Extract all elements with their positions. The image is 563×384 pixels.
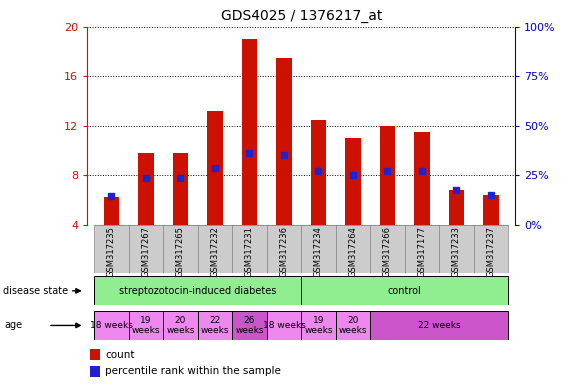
- Bar: [379, 126, 395, 225]
- Text: age: age: [5, 320, 23, 331]
- Text: 19
weeks: 19 weeks: [132, 316, 160, 335]
- Bar: [267, 225, 301, 273]
- Title: GDS4025 / 1376217_at: GDS4025 / 1376217_at: [221, 9, 382, 23]
- Text: GSM317233: GSM317233: [452, 226, 461, 277]
- Text: count: count: [105, 349, 135, 359]
- Text: 22
weeks: 22 weeks: [200, 316, 229, 335]
- Bar: [94, 225, 129, 273]
- Bar: [163, 225, 198, 273]
- Text: control: control: [388, 286, 422, 296]
- Text: GSM317235: GSM317235: [107, 226, 116, 277]
- Bar: [449, 190, 464, 225]
- Text: GSM317231: GSM317231: [245, 226, 254, 277]
- Bar: [311, 119, 326, 225]
- Bar: [207, 111, 223, 225]
- Text: GSM317265: GSM317265: [176, 226, 185, 277]
- Bar: [94, 311, 129, 340]
- Bar: [104, 197, 119, 225]
- Bar: [336, 311, 370, 340]
- Text: GSM317234: GSM317234: [314, 226, 323, 277]
- Text: GSM317266: GSM317266: [383, 226, 392, 277]
- Bar: [405, 225, 439, 273]
- Bar: [483, 195, 499, 225]
- Text: GSM317264: GSM317264: [348, 226, 358, 277]
- Bar: [301, 311, 336, 340]
- Text: GSM317232: GSM317232: [211, 226, 220, 277]
- Bar: [301, 225, 336, 273]
- Bar: [345, 138, 361, 225]
- Text: 26
weeks: 26 weeks: [235, 316, 263, 335]
- Bar: [439, 225, 473, 273]
- Bar: [473, 225, 508, 273]
- Text: GSM317236: GSM317236: [279, 226, 288, 277]
- Bar: [370, 225, 405, 273]
- Text: GSM317237: GSM317237: [486, 226, 495, 277]
- Bar: [198, 225, 232, 273]
- Bar: [129, 225, 163, 273]
- Text: 20
weeks: 20 weeks: [166, 316, 195, 335]
- Bar: [370, 311, 508, 340]
- Text: 18 weeks: 18 weeks: [262, 321, 305, 330]
- Bar: [94, 276, 301, 305]
- Bar: [242, 39, 257, 225]
- Bar: [163, 311, 198, 340]
- Text: 20
weeks: 20 weeks: [339, 316, 367, 335]
- Bar: [267, 311, 301, 340]
- Bar: [276, 58, 292, 225]
- Bar: [232, 311, 267, 340]
- Text: percentile rank within the sample: percentile rank within the sample: [105, 366, 281, 376]
- Bar: [138, 153, 154, 225]
- Bar: [198, 311, 232, 340]
- Bar: [232, 225, 267, 273]
- Bar: [173, 153, 188, 225]
- Bar: [336, 225, 370, 273]
- Bar: [129, 311, 163, 340]
- Text: 22 weeks: 22 weeks: [418, 321, 461, 330]
- Text: GSM317177: GSM317177: [418, 226, 427, 277]
- Bar: [90, 366, 100, 377]
- Bar: [301, 276, 508, 305]
- Text: streptozotocin-induced diabetes: streptozotocin-induced diabetes: [119, 286, 276, 296]
- Text: 19
weeks: 19 weeks: [304, 316, 333, 335]
- Text: GSM317267: GSM317267: [141, 226, 150, 277]
- Bar: [90, 349, 100, 360]
- Text: disease state: disease state: [3, 286, 68, 296]
- Text: 18 weeks: 18 weeks: [90, 321, 133, 330]
- Bar: [414, 132, 430, 225]
